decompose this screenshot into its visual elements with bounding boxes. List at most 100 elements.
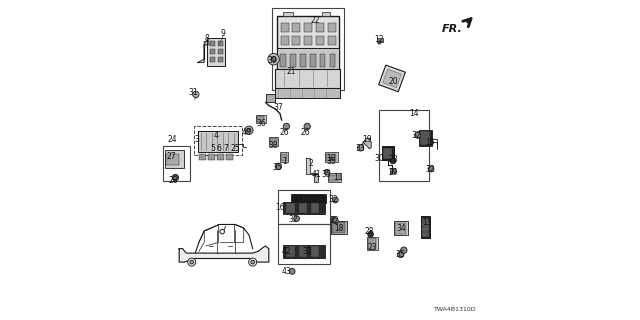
Text: 32: 32 [426, 165, 435, 174]
Circle shape [283, 123, 289, 130]
Bar [218, 41, 223, 46]
Bar [275, 69, 340, 88]
Text: 38: 38 [269, 141, 278, 150]
Circle shape [193, 91, 199, 98]
Bar [277, 48, 339, 69]
Text: 29: 29 [388, 168, 399, 177]
Bar [292, 36, 301, 45]
Bar [300, 54, 306, 67]
Bar [298, 246, 307, 257]
Text: 12: 12 [374, 36, 384, 44]
Bar [218, 154, 224, 160]
Bar [332, 222, 345, 233]
Text: 22: 22 [310, 16, 320, 25]
Circle shape [275, 163, 282, 170]
Circle shape [304, 123, 310, 130]
Bar [329, 175, 339, 181]
Bar [311, 246, 319, 257]
Circle shape [390, 158, 396, 164]
Text: 26: 26 [301, 128, 310, 137]
Text: 14: 14 [410, 109, 419, 118]
Bar [328, 173, 341, 182]
Text: TWA4B1310D: TWA4B1310D [434, 307, 477, 312]
Bar [394, 223, 406, 234]
Bar [277, 16, 339, 72]
Circle shape [289, 268, 295, 274]
Bar [275, 88, 340, 98]
Bar [283, 245, 325, 258]
Text: 32: 32 [330, 216, 339, 225]
Circle shape [271, 57, 276, 62]
Bar [332, 221, 348, 234]
Text: 28: 28 [389, 156, 398, 164]
Text: 37: 37 [273, 103, 284, 112]
Bar [207, 38, 225, 66]
Bar [325, 152, 338, 162]
Text: 8: 8 [205, 34, 210, 43]
Text: 39: 39 [267, 56, 277, 65]
Bar [369, 238, 376, 249]
Circle shape [324, 169, 330, 175]
Bar [198, 131, 238, 152]
Bar [218, 49, 223, 54]
Bar [280, 152, 288, 162]
Bar [272, 8, 344, 90]
Circle shape [367, 231, 374, 237]
Polygon shape [198, 42, 209, 62]
Text: 35: 35 [326, 157, 336, 166]
Bar [380, 110, 429, 181]
Text: 35: 35 [395, 250, 405, 259]
Text: 36: 36 [256, 119, 266, 128]
Text: 32: 32 [302, 247, 312, 256]
Bar [200, 154, 206, 160]
Circle shape [333, 218, 339, 224]
Text: 19: 19 [362, 135, 372, 144]
Circle shape [401, 247, 407, 253]
Bar [378, 42, 381, 44]
Bar [218, 57, 223, 62]
Bar [257, 116, 264, 122]
Circle shape [294, 216, 300, 221]
Polygon shape [314, 174, 319, 182]
Text: 28: 28 [365, 228, 374, 236]
Bar [390, 168, 396, 173]
Text: 1: 1 [282, 157, 287, 166]
Bar [287, 246, 295, 257]
Bar [283, 202, 325, 214]
Bar [165, 150, 184, 168]
Bar [281, 154, 287, 161]
Text: 30: 30 [374, 154, 384, 163]
Bar [316, 23, 324, 32]
Bar [311, 203, 319, 213]
Text: 32: 32 [411, 132, 421, 140]
Bar [326, 154, 336, 161]
Circle shape [268, 53, 280, 65]
Bar [328, 23, 336, 32]
Bar [379, 65, 405, 92]
Circle shape [397, 251, 404, 258]
Circle shape [357, 145, 364, 151]
Text: 21: 21 [287, 68, 296, 76]
Bar [280, 36, 289, 45]
Bar [383, 146, 394, 160]
Bar [322, 12, 330, 16]
Text: 32: 32 [288, 215, 298, 224]
Text: 27: 27 [166, 152, 176, 161]
Bar [193, 126, 242, 155]
Circle shape [415, 132, 420, 138]
Bar [328, 36, 336, 45]
Bar [290, 54, 296, 67]
Bar [421, 216, 430, 238]
Bar [280, 23, 289, 32]
Text: 40: 40 [241, 128, 252, 137]
Bar [256, 115, 266, 123]
Text: 7: 7 [223, 144, 228, 153]
Bar [316, 36, 324, 45]
Polygon shape [179, 246, 269, 262]
Text: 10: 10 [326, 154, 336, 163]
Bar [419, 130, 432, 146]
Text: 33: 33 [355, 144, 365, 153]
Text: 3: 3 [195, 135, 199, 144]
Bar [292, 23, 301, 32]
Bar [420, 131, 430, 145]
